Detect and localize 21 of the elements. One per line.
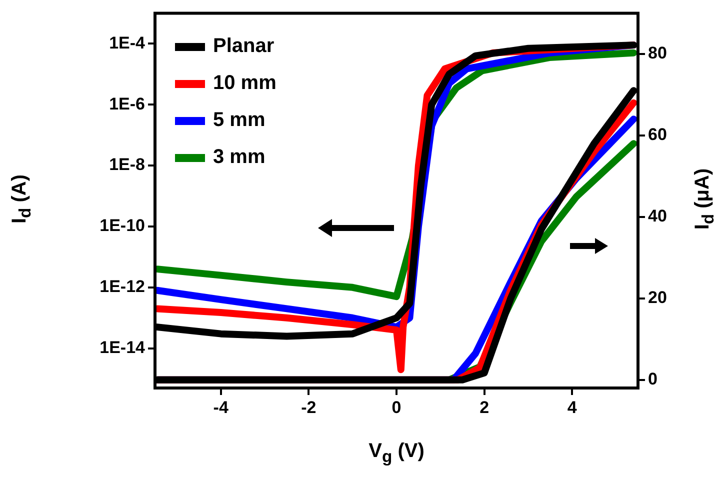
y-tick-label: 1E-8 xyxy=(109,155,145,174)
y2-tick-label: 80 xyxy=(648,44,667,63)
x-axis-title: V$_{g}$ (V) xyxy=(368,440,424,467)
y-tick-label: 1E-14 xyxy=(100,338,146,358)
y-tick-label: 1E-12 xyxy=(100,277,145,296)
legend-label: Planar xyxy=(213,35,274,58)
y-tick-label: 1E-6 xyxy=(109,94,145,114)
y-tick-label: 1E-10 xyxy=(100,216,145,236)
x-tick-label: 4 xyxy=(567,398,578,417)
x-tick-label: -4 xyxy=(213,398,229,417)
legend-label: 10 mm xyxy=(213,72,276,95)
x-tick-label: 2 xyxy=(480,398,490,417)
y2-tick-label: 0 xyxy=(648,370,658,389)
x-tick-label: -2 xyxy=(301,398,316,417)
y-tick-label: 1E-4 xyxy=(109,33,146,52)
x-tick-label: 0 xyxy=(392,398,402,417)
y2-tick-label: 40 xyxy=(648,206,667,226)
legend-label: 3 mm xyxy=(213,146,266,169)
legend-label: 5 mm xyxy=(213,109,266,132)
y2-tick-label: 20 xyxy=(648,288,667,308)
y2-tick-label: 60 xyxy=(648,125,667,144)
